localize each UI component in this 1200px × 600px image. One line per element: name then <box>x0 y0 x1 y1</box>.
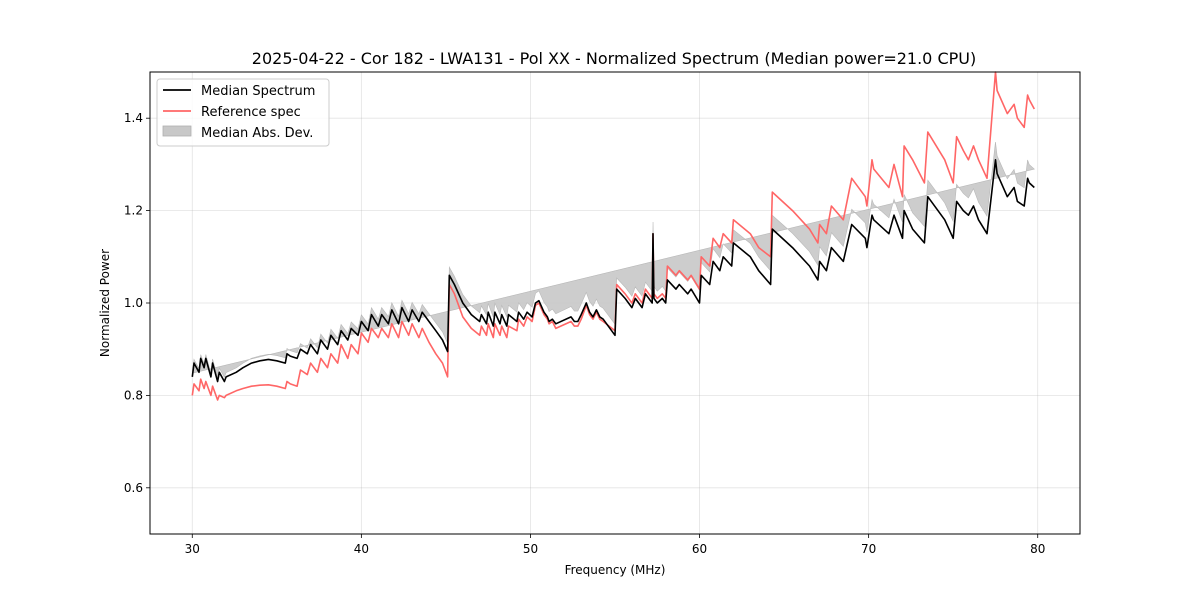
x-axis-label: Frequency (MHz) <box>565 563 666 577</box>
y-axis-label: Normalized Power <box>98 249 112 357</box>
legend: Median Spectrum Reference spec Median Ab… <box>156 78 330 147</box>
x-axis: 30 40 50 60 70 80 <box>185 534 1045 556</box>
legend-box <box>156 78 330 147</box>
x-tick-label: 60 <box>692 542 707 556</box>
y-tick-label: 0.6 <box>124 481 143 495</box>
mad-band <box>191 142 1035 379</box>
x-tick-label: 50 <box>523 542 538 556</box>
y-tick-label: 1.0 <box>124 296 143 310</box>
chart-title: 2025-04-22 - Cor 182 - LWA131 - Pol XX -… <box>252 49 976 68</box>
x-tick-label: 80 <box>1030 542 1045 556</box>
plot-area <box>191 71 1036 401</box>
x-tick-label: 30 <box>185 542 200 556</box>
legend-mad-label: Median Abs. Dev. <box>201 126 313 141</box>
x-tick-label: 40 <box>354 542 369 556</box>
legend-median-label: Median Spectrum <box>201 84 315 99</box>
reference-spectrum-line <box>191 71 1036 401</box>
y-tick-label: 0.8 <box>124 388 143 402</box>
y-tick-label: 1.2 <box>124 204 143 218</box>
legend-mad-swatch <box>162 125 192 137</box>
y-axis: 0.6 0.8 1.0 1.2 1.4 <box>124 111 150 495</box>
x-tick-label: 70 <box>861 542 876 556</box>
median-spectrum-line <box>191 159 1035 383</box>
y-tick-label: 1.4 <box>124 111 143 125</box>
legend-reference-label: Reference spec <box>201 105 301 120</box>
